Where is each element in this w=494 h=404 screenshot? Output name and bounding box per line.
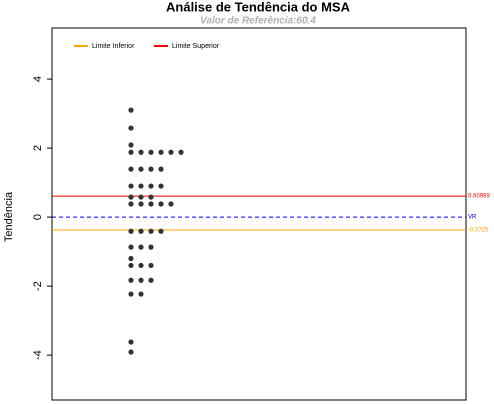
point [128,349,134,355]
point [128,262,134,269]
y-axis-label: Tendência [3,191,15,242]
point [138,194,144,200]
y-tick-label: -2 [32,281,44,291]
point [138,149,144,155]
point [128,107,134,113]
legend-label: Limite Inferior [92,43,135,50]
point [148,277,154,283]
point [148,166,154,172]
point [148,262,154,269]
point [158,166,164,172]
chart-subtitle: Valor de Referência:60.4 [200,16,316,27]
reference-label: VR [468,215,477,221]
point [128,277,134,283]
point [128,166,134,172]
point [138,262,144,269]
point [148,244,154,250]
reference-label: 0.60969 [468,194,490,200]
point [148,183,154,189]
reference-label: -0.3725 [468,228,489,234]
point [158,228,164,234]
point [178,149,184,155]
point [138,244,144,250]
point [128,201,134,207]
point [158,201,164,207]
point [168,201,174,207]
y-tick-label: 4 [32,76,44,82]
point [168,149,174,155]
point [128,228,134,234]
point [128,194,134,200]
point [138,291,144,297]
point [138,166,144,172]
point [148,228,154,234]
point [128,125,134,131]
point [158,183,164,189]
point [128,142,134,148]
point [138,228,144,234]
y-tick-label: 0 [32,214,44,220]
point [148,194,154,200]
point [148,149,154,155]
point [128,255,134,262]
chart-title: Análise de Tendência do MSA [166,0,351,14]
point [128,149,134,155]
point [148,201,154,207]
point [138,183,144,189]
plot-frame [51,27,467,401]
point [128,291,134,297]
point [138,277,144,283]
point [128,244,134,250]
point [138,201,144,207]
point [158,149,164,155]
point [128,339,134,345]
y-tick-label: 2 [32,145,44,151]
legend-label: Limite Superior [172,43,220,50]
y-tick-label: -4 [32,350,44,360]
point [128,183,134,189]
